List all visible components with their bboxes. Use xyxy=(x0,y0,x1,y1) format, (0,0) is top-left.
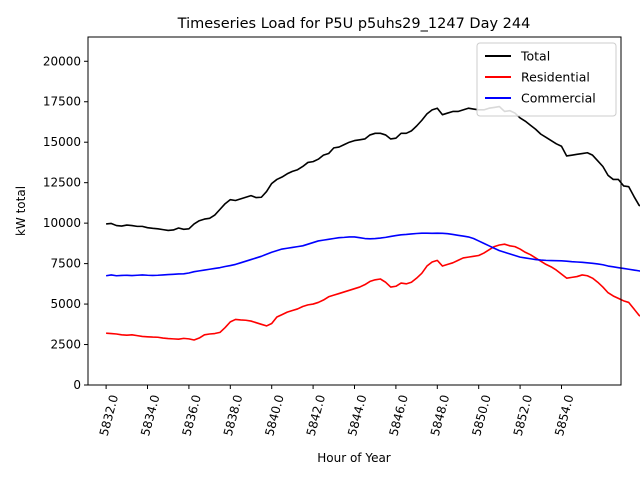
x-tick-label: 5840.0 xyxy=(262,393,286,437)
series-layer xyxy=(105,105,640,341)
series-line-total xyxy=(106,105,640,232)
x-tick-label: 5848.0 xyxy=(428,393,452,437)
legend-label-total: Total xyxy=(520,49,550,64)
x-tick-label: 5844.0 xyxy=(345,393,369,437)
y-tick-label: 17500 xyxy=(43,95,81,109)
series-line-residential xyxy=(106,243,640,341)
x-tick-label: 5834.0 xyxy=(138,393,162,437)
x-tick-label: 5832.0 xyxy=(97,393,121,437)
x-tick-label: 5852.0 xyxy=(511,393,535,437)
y-tick-label: 15000 xyxy=(43,135,81,149)
chart-title: Timeseries Load for P5U p5uhs29_1247 Day… xyxy=(177,16,531,32)
x-tick-label: 5854.0 xyxy=(552,393,576,437)
x-axis: 5832.0 5834.0 5836.0 5838.0 5840.0 5842.0 5844… xyxy=(97,385,577,438)
y-tick-label: 5000 xyxy=(50,297,81,311)
y-tick-label: 12500 xyxy=(43,176,81,190)
legend-label-commercial: Commercial xyxy=(521,91,596,106)
x-tick-label: 5842.0 xyxy=(304,393,328,437)
x-tick-label: 5846.0 xyxy=(387,393,411,437)
x-tick-label: 5838.0 xyxy=(221,393,245,437)
legend-box xyxy=(476,42,617,117)
y-tick-label: 20000 xyxy=(43,54,81,68)
legend: Total Residential Commercial xyxy=(476,42,617,117)
y-axis-label: kW total xyxy=(14,186,28,236)
series-line-commercial xyxy=(105,232,640,277)
y-tick-label: 10000 xyxy=(43,216,81,230)
y-tick-label: 0 xyxy=(73,378,81,392)
y-axis: 0 2500 5000 7500 10000 12500 15000 17500 20000 xyxy=(43,54,88,392)
x-axis-label: Hour of Year xyxy=(317,451,391,465)
x-tick-label: 5836.0 xyxy=(180,393,204,437)
y-tick-label: 2500 xyxy=(50,338,81,352)
y-tick-label: 7500 xyxy=(50,257,81,271)
plot-area xyxy=(105,105,640,341)
legend-label-residential: Residential xyxy=(521,70,590,85)
x-tick-label: 5850.0 xyxy=(469,393,493,437)
